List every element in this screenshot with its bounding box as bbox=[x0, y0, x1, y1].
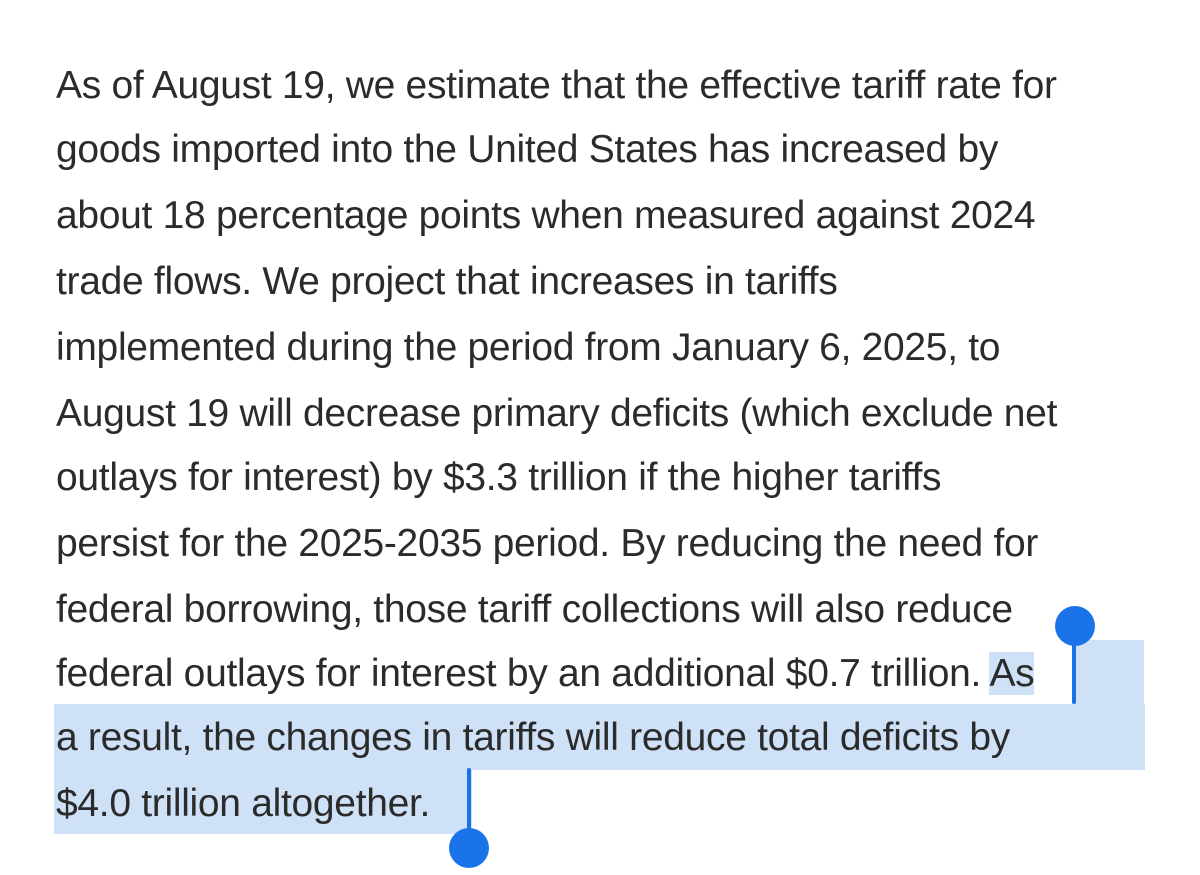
paragraph-line-selected[interactable]: a result, the changes in tariffs will re… bbox=[56, 716, 1011, 759]
paragraph-line[interactable]: federal outlays for interest by an addit… bbox=[56, 642, 1035, 706]
selection-highlight bbox=[1072, 640, 1144, 704]
selected-text[interactable]: As bbox=[989, 652, 1035, 695]
paragraph-line[interactable]: trade flows. We project that increases i… bbox=[56, 260, 838, 303]
paragraph-line[interactable]: August 19 will decrease primary deficits… bbox=[56, 392, 1058, 435]
paragraph-line-selected[interactable]: $4.0 trillion altogether. bbox=[56, 782, 431, 825]
selection-start-handle-stem[interactable] bbox=[1072, 636, 1076, 704]
selection-start-handle[interactable] bbox=[1055, 606, 1095, 646]
paragraph-line[interactable]: persist for the 2025-2035 period. By red… bbox=[56, 522, 1039, 565]
unselected-text[interactable]: federal outlays for interest by an addit… bbox=[56, 652, 990, 695]
selection-end-handle[interactable] bbox=[449, 828, 489, 868]
paragraph-line[interactable]: goods imported into the United States ha… bbox=[56, 128, 999, 171]
paragraph-line[interactable]: implemented during the period from Janua… bbox=[56, 326, 1001, 369]
paragraph-line[interactable]: federal borrowing, those tariff collecti… bbox=[56, 588, 1013, 631]
paragraph-line[interactable]: As of August 19, we estimate that the ef… bbox=[56, 64, 1057, 107]
paragraph-line[interactable]: about 18 percentage points when measured… bbox=[56, 194, 1036, 237]
selection-end-handle-stem[interactable] bbox=[467, 768, 471, 834]
paragraph-line[interactable]: outlays for interest) by $3.3 trillion i… bbox=[56, 456, 942, 499]
selection-highlight bbox=[54, 770, 472, 834]
selection-highlight bbox=[54, 704, 1145, 770]
